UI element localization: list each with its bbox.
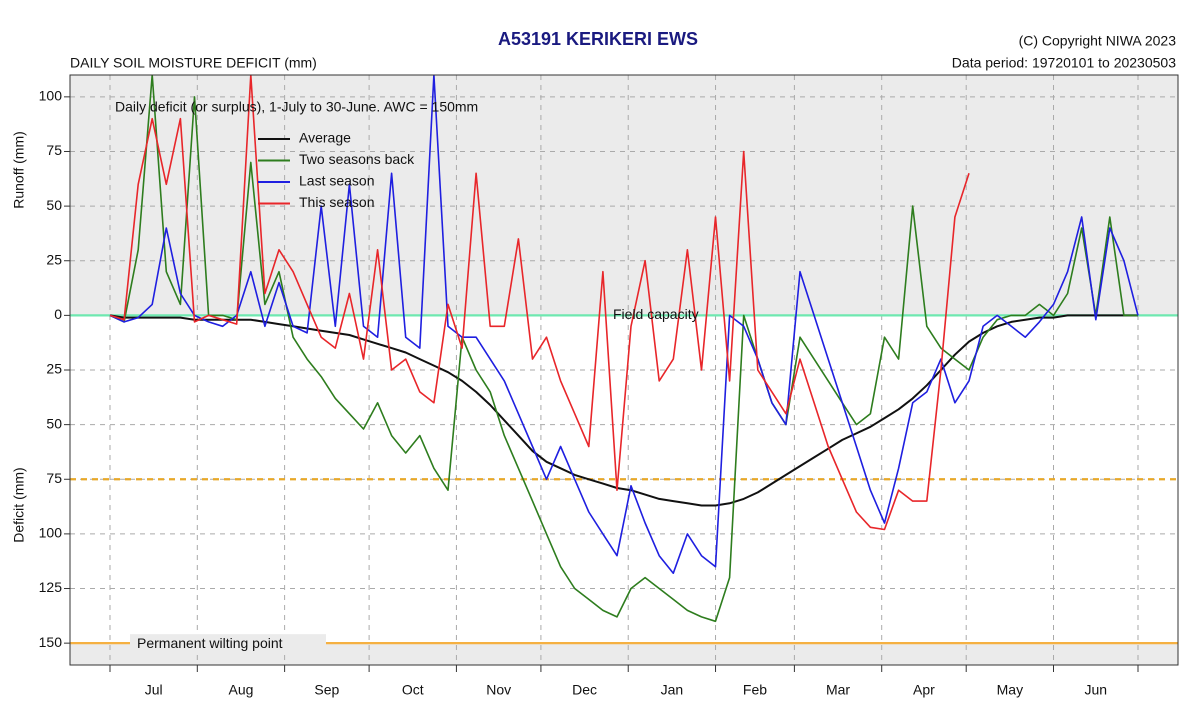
- x-tick-label: Mar: [826, 682, 850, 698]
- y-tick-label: 100: [39, 525, 63, 541]
- x-tick-label: Aug: [228, 682, 253, 698]
- plot-frame: [69, 74, 1179, 666]
- x-tick-label: Nov: [486, 682, 511, 698]
- data-period: Data period: 19720101 to 20230503: [952, 55, 1176, 71]
- y-tick-label: 25: [46, 361, 62, 377]
- series-line: [109, 314, 1138, 507]
- plot-lines: [109, 75, 1139, 623]
- legend-label: Last season: [299, 173, 375, 189]
- copyright: (C) Copyright NIWA 2023: [1019, 33, 1177, 49]
- x-tick-label: Apr: [913, 682, 935, 698]
- y-tick-label: 75: [46, 470, 62, 486]
- y-axis-label: Deficit (mm): [11, 467, 27, 542]
- y-tick-label: 125: [39, 579, 63, 595]
- y-tick-label: 150: [39, 634, 63, 650]
- annotation: Daily deficit (or surplus), 1-July to 30…: [115, 99, 478, 115]
- below-wilting-zone: [70, 643, 1178, 665]
- x-tick-label: Feb: [743, 682, 767, 698]
- chart-title: A53191 KERIKERI EWS: [498, 29, 698, 49]
- legend-label: Two seasons back: [299, 151, 415, 167]
- y-tick-label: 100: [39, 88, 63, 104]
- reference-label: Permanent wilting point: [137, 635, 283, 651]
- y-tick-label: 75: [46, 142, 62, 158]
- x-tick-label: Sep: [314, 682, 339, 698]
- series-line: [109, 75, 1139, 574]
- y-tick-label: 0: [54, 306, 62, 322]
- x-tick-label: Jan: [661, 682, 684, 698]
- y-tick-label: 25: [46, 251, 62, 267]
- reference-label: Field capacity: [613, 306, 699, 322]
- x-tick-label: May: [997, 682, 1023, 698]
- y-axis-label: Runoff (mm): [11, 131, 27, 209]
- x-tick-label: Jun: [1084, 682, 1107, 698]
- y-tick-label: 50: [46, 197, 62, 213]
- subtitle: DAILY SOIL MOISTURE DEFICIT (mm): [70, 55, 317, 71]
- legend-label: Average: [299, 130, 351, 146]
- series-line: [109, 75, 1138, 623]
- legend-label: This season: [299, 194, 374, 210]
- label-background: [130, 634, 326, 653]
- x-tick-label: Oct: [402, 682, 424, 698]
- x-tick-label: Jul: [145, 682, 163, 698]
- y-tick-label: 50: [46, 415, 62, 431]
- x-tick-label: Dec: [572, 682, 597, 698]
- series-line: [109, 75, 970, 531]
